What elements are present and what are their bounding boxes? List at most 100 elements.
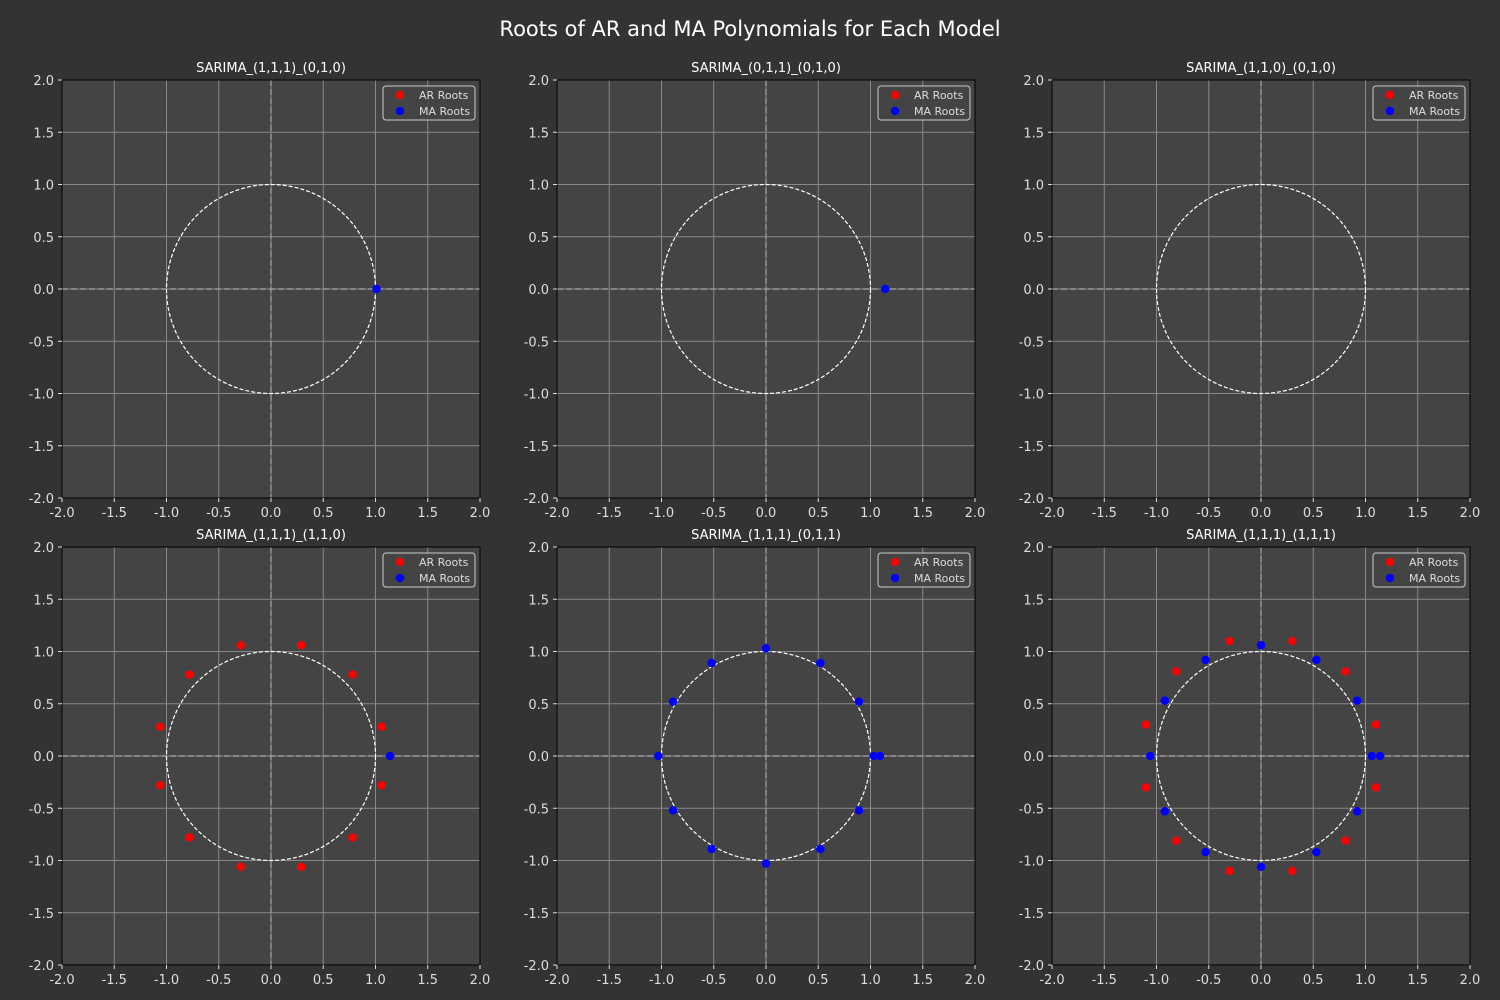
legend-marker: [891, 558, 899, 566]
y-tick-label: -1.5: [29, 907, 54, 922]
x-tick-label: -2.0: [1039, 506, 1064, 521]
subplot-title: SARIMA_(1,1,0)_(0,1,0): [1186, 61, 1336, 76]
data-point: [1312, 656, 1320, 664]
y-tick-label: 1.0: [1023, 179, 1044, 194]
x-tick-label: -0.5: [206, 506, 231, 521]
legend-marker: [396, 107, 404, 115]
data-point: [297, 641, 305, 649]
subplot-2: -2.0 -1.5 -1.0 -0.5 0.0 0.5 1.0 1.5 2.0 -2.0 -1.5 -…: [524, 61, 986, 521]
y-tick-label: -1.5: [1019, 907, 1044, 922]
legend-marker: [891, 91, 899, 99]
data-point: [654, 752, 662, 760]
y-tick-label: 1.5: [528, 126, 549, 141]
y-tick-label: 0.5: [528, 698, 549, 713]
legend-marker: [891, 107, 899, 115]
data-point: [1341, 836, 1349, 844]
y-tick-label: 2.0: [33, 74, 54, 89]
x-tick-label: 0.0: [756, 506, 777, 521]
data-point: [236, 863, 244, 871]
data-point: [1142, 720, 1150, 728]
y-tick-label: -2.0: [1019, 959, 1044, 974]
y-tick-label: 0.5: [528, 231, 549, 246]
x-tick-label: -0.5: [206, 973, 231, 988]
x-tick-label: 1.5: [417, 506, 438, 521]
data-point: [855, 697, 863, 705]
x-tick-label: 0.5: [808, 973, 829, 988]
data-point: [1142, 783, 1150, 791]
data-point: [1201, 848, 1209, 856]
data-point: [1201, 656, 1209, 664]
subplot-1: -2.0 -1.5 -1.0 -0.5 0.0 0.5 1.0 1.5 2.0-2.0-1.5-…: [29, 61, 491, 521]
y-tick-label: 1.0: [1023, 646, 1044, 661]
x-tick-label: 2.0: [470, 973, 491, 988]
y-tick-label: -0.5: [524, 802, 549, 817]
y-tick-label: -1.5: [1019, 440, 1044, 455]
data-point: [669, 697, 677, 705]
data-point: [1225, 637, 1233, 645]
data-point: [372, 285, 380, 293]
data-point: [762, 859, 770, 867]
y-tick-label: -1.0: [29, 855, 54, 870]
subplot-title: SARIMA_(1,1,1)_(0,1,1): [691, 528, 841, 543]
legend-label: MA Roots: [914, 105, 965, 118]
x-tick-label: 1.0: [860, 973, 881, 988]
legend-label: AR Roots: [419, 89, 469, 102]
y-tick-label: -0.5: [29, 335, 54, 350]
y-tick-label: 1.0: [33, 179, 54, 194]
x-tick-label: 1.5: [912, 973, 933, 988]
y-tick-label: 1.0: [33, 646, 54, 661]
x-tick-label: -1.5: [597, 506, 622, 521]
x-tick-label: -2.0: [49, 973, 74, 988]
x-tick-label: 0.5: [313, 973, 334, 988]
x-tick-label: 2.0: [965, 506, 986, 521]
y-tick-label: 1.5: [33, 593, 54, 608]
data-point: [1368, 752, 1376, 760]
data-point: [1172, 667, 1180, 675]
x-tick-label: 1.0: [1355, 506, 1376, 521]
data-point: [1172, 836, 1180, 844]
y-tick-label: 0.5: [1023, 231, 1044, 246]
data-point: [1372, 783, 1380, 791]
y-tick-label: 1.5: [1023, 593, 1044, 608]
data-point: [1146, 752, 1154, 760]
x-tick-label: 2.0: [965, 973, 986, 988]
subplot-title: SARIMA_(0,1,1)_(0,1,0): [691, 61, 841, 76]
data-point: [297, 863, 305, 871]
data-point: [348, 670, 356, 678]
data-point: [378, 781, 386, 789]
x-tick-label: -1.5: [102, 506, 127, 521]
data-point: [1161, 696, 1169, 704]
legend-marker: [1386, 107, 1394, 115]
x-tick-label: 2.0: [1460, 506, 1481, 521]
legend: AR Roots MA Roots: [1373, 86, 1465, 120]
data-point: [876, 752, 884, 760]
legend-label: AR Roots: [914, 89, 964, 102]
y-tick-label: 0.0: [528, 750, 549, 765]
x-tick-label: 0.0: [261, 973, 282, 988]
legend-marker: [891, 574, 899, 582]
y-tick-label: -0.5: [524, 335, 549, 350]
y-tick-label: -2.0: [29, 959, 54, 974]
legend-label: MA Roots: [1409, 105, 1460, 118]
y-tick-label: 0.5: [1023, 698, 1044, 713]
legend-marker: [1386, 91, 1394, 99]
data-point: [1288, 867, 1296, 875]
y-tick-label: 0.5: [33, 698, 54, 713]
y-tick-label: 0.5: [33, 231, 54, 246]
legend-label: MA Roots: [1409, 572, 1460, 585]
data-point: [1161, 807, 1169, 815]
legend: AR Roots MA Roots: [383, 553, 475, 587]
legend-label: AR Roots: [1409, 89, 1459, 102]
y-tick-label: 0.0: [1023, 750, 1044, 765]
y-tick-label: -1.0: [1019, 388, 1044, 403]
data-point: [1376, 752, 1384, 760]
x-tick-label: -1.5: [597, 973, 622, 988]
data-point: [386, 752, 394, 760]
x-tick-label: 2.0: [1460, 973, 1481, 988]
y-tick-label: -2.0: [1019, 492, 1044, 507]
x-tick-label: -1.0: [154, 506, 179, 521]
x-tick-label: 1.5: [1407, 506, 1428, 521]
y-tick-label: -0.5: [1019, 802, 1044, 817]
legend-label: AR Roots: [1409, 556, 1459, 569]
y-tick-label: 2.0: [1023, 74, 1044, 89]
